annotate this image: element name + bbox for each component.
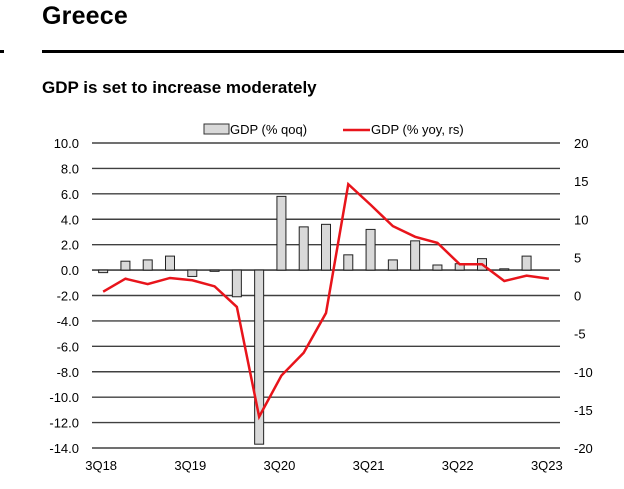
line-series xyxy=(102,181,550,421)
x-tick-label: 3Q21 xyxy=(353,458,385,473)
bar-4Q20 xyxy=(298,226,309,271)
left-tick-label: 8.0 xyxy=(61,161,79,176)
bar-3Q20 xyxy=(276,195,287,271)
bar-1Q20 xyxy=(231,269,242,298)
right-tick-label: -10 xyxy=(574,365,593,380)
left-tick-label: -10.0 xyxy=(49,390,79,405)
x-tick-label: 3Q19 xyxy=(174,458,206,473)
bar-2Q21 xyxy=(343,254,354,271)
bar-3Q19 xyxy=(187,269,198,277)
left-tick-label: 0.0 xyxy=(61,263,79,278)
x-tick-label: 3Q20 xyxy=(264,458,296,473)
left-axis-ticks: 10.0 8.0 6.0 4.0 2.0 0.0 -2.0 -4.0 -6.0 -8.0 -10.0… xyxy=(49,136,79,456)
page-title: Greece xyxy=(42,2,128,30)
bar-3Q21 xyxy=(365,228,376,271)
right-tick-label: 5 xyxy=(574,250,581,265)
bar-1Q22 xyxy=(410,240,421,271)
legend-line-label: GDP (% yoy, rs) xyxy=(371,122,464,137)
left-tick-label: -14.0 xyxy=(49,441,79,456)
bar-2Q22 xyxy=(432,264,443,271)
left-tick-label: -4.0 xyxy=(57,314,79,329)
gridlines xyxy=(92,142,560,449)
left-tick-label: 2.0 xyxy=(61,238,79,253)
x-tick-label: 3Q22 xyxy=(442,458,474,473)
right-tick-label: -15 xyxy=(574,403,593,418)
left-margin-mark xyxy=(0,50,4,53)
bar-1Q21 xyxy=(321,223,331,271)
bar-3Q18 xyxy=(98,269,109,274)
bar-4Q19 xyxy=(209,269,220,272)
x-tick-label: 3Q23 xyxy=(531,458,563,473)
bar-4Q21 xyxy=(387,259,398,271)
right-tick-label: 20 xyxy=(574,136,588,151)
left-tick-label: -12.0 xyxy=(49,416,79,431)
right-axis-ticks: 20 15 10 5 0 -5 -10 -15 -20 xyxy=(574,136,593,456)
bar-1Q23 xyxy=(499,268,510,271)
left-tick-label: -8.0 xyxy=(57,365,79,380)
chart-title: GDP is set to increase moderately xyxy=(42,78,317,97)
bar-2Q19 xyxy=(165,255,175,271)
left-tick-label: 6.0 xyxy=(61,187,79,202)
legend: GDP (% qoq) GDP (% yoy, rs) xyxy=(203,122,464,137)
right-tick-label: 10 xyxy=(574,212,588,227)
bar-2Q23 xyxy=(521,255,532,271)
left-tick-label: 4.0 xyxy=(61,212,79,227)
right-tick-label: -5 xyxy=(574,327,586,342)
right-tick-label: 15 xyxy=(574,174,588,189)
bar-1Q19 xyxy=(142,259,153,271)
legend-bar-label: GDP (% qoq) xyxy=(230,122,307,137)
title-divider xyxy=(42,50,624,53)
left-tick-label: -6.0 xyxy=(57,339,79,354)
right-tick-label: 0 xyxy=(574,289,581,304)
bar-4Q18 xyxy=(120,260,131,271)
right-tick-label: -20 xyxy=(574,441,593,456)
left-tick-label: -2.0 xyxy=(57,289,79,304)
bar-2Q20 xyxy=(254,269,265,445)
left-tick-label: 10.0 xyxy=(54,136,79,151)
x-axis-ticks: 3Q18 3Q19 3Q20 3Q21 3Q22 3Q23 xyxy=(85,458,563,473)
legend-bar-swatch xyxy=(203,123,230,135)
x-tick-label: 3Q18 xyxy=(85,458,117,473)
